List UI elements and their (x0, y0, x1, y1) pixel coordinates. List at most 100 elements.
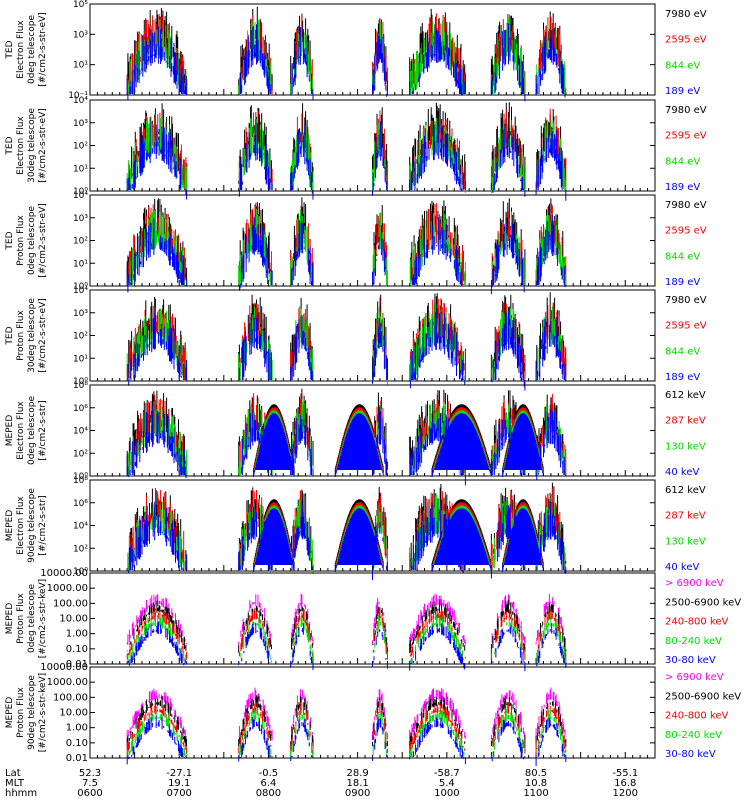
y-axis-label-line: [#/cm2-s-str-keV] (38, 579, 48, 658)
flux-traces (127, 482, 567, 581)
panel-4: 10⁰ 10¹ 10² 10³ 10⁴ TED Proton Flux 30deg teles… (5, 286, 707, 391)
trace-4 (126, 405, 565, 486)
y-axis-label-line: [#/cm2-s-str] (38, 400, 48, 460)
lat-value: -27.1 (166, 768, 192, 779)
legend-entry: 80-240 keV (665, 636, 722, 647)
y-tick-label: 10¹ (73, 164, 88, 174)
y-tick-label: 10⁰ (73, 472, 88, 482)
lat-value: -58.7 (434, 768, 460, 779)
legend-entry: 844 eV (665, 156, 700, 167)
y-axis-label-line: TED (5, 231, 15, 250)
y-axis-label-line: 0deg telescope (27, 584, 37, 654)
y-tick-label: 10⁸ (73, 476, 88, 486)
y-tick-label: 10¹ (73, 259, 88, 269)
legend-entry: 30-80 keV (665, 749, 716, 760)
y-axis-label-line: TED (5, 326, 15, 345)
trace-3 (126, 607, 567, 661)
y-axis-label-line: [#/cm2-s-str-eV] (38, 12, 48, 87)
trace-4 (126, 215, 566, 295)
y-axis-label-line: 30deg telescope (27, 108, 37, 183)
y-axis-label-line: Electron Flux (16, 401, 26, 460)
y-tick-label: 10² (73, 142, 88, 152)
y-tick-label: 10⁴ (73, 191, 88, 201)
y-axis-label-line: Proton Flux (16, 687, 26, 738)
legend-entry: 612 keV (665, 485, 706, 496)
y-axis-label-line: TED (5, 40, 15, 59)
lat-value: -0.5 (259, 768, 279, 779)
flux-traces (126, 102, 567, 201)
legend-entry: 612 keV (665, 390, 706, 401)
y-tick-label: 10² (73, 449, 88, 459)
flux-traces (126, 6, 567, 102)
mlt-value: 19.1 (168, 778, 190, 789)
y-tick-label: 1.00 (66, 629, 88, 640)
y-tick-label: 10⁸ (73, 381, 88, 391)
lat-value: -55.1 (612, 768, 638, 779)
y-tick-label: 10³ (73, 309, 88, 319)
y-axis-label-line: 90deg telescope (27, 488, 37, 563)
legend-entry: 240-800 keV (665, 711, 729, 722)
y-tick-label: 10⁻¹ (68, 91, 88, 101)
panel-7: 0.01 0.10 1.00 10.00 100.00 1000.00 10000.00 ME… (5, 568, 741, 672)
y-axis-label-line: MEPED (5, 510, 15, 542)
legend-entry: 189 eV (665, 182, 700, 193)
legend-entry: 130 keV (665, 441, 706, 452)
y-axis-label-line: MEPED (5, 697, 15, 729)
legend-entry: 7980 eV (665, 200, 707, 211)
legend-entry: 189 eV (665, 86, 700, 97)
legend-entry: 7980 eV (665, 105, 707, 116)
trace-2 (126, 202, 567, 285)
y-axis-label-line: [#/cm2-s-str-eV] (38, 298, 48, 373)
mlt-value: 10.8 (525, 778, 547, 789)
y-tick-label: 10.00 (59, 614, 88, 625)
legend-entry: 287 keV (665, 511, 706, 522)
y-tick-label: 100.00 (53, 692, 88, 703)
flux-traces (126, 687, 567, 766)
y-tick-label: 10⁰ (73, 187, 88, 197)
legend-entry: 2500-6900 keV (665, 597, 741, 608)
y-axis-label-line: Electron Flux (16, 116, 26, 175)
trace-4 (127, 614, 567, 665)
mlt-value: 7.5 (82, 778, 98, 789)
legend-entry: 844 eV (665, 251, 700, 262)
legend-entry: 844 eV (665, 60, 700, 71)
legend-entry: 844 eV (665, 346, 700, 357)
legend-entry: 7980 eV (665, 9, 707, 20)
y-axis-label-line: 90deg telescope (27, 675, 37, 750)
legend-entry: > 6900 keV (665, 672, 724, 683)
hhmm-value: 0800 (256, 788, 281, 799)
y-tick-label: 10⁴ (73, 427, 88, 437)
y-axis-label-line: 0deg telescope (27, 15, 37, 85)
panel-3: 10⁰ 10¹ 10² 10³ 10⁴ TED Proton Flux 0deg telesc… (5, 191, 707, 295)
y-axis-label-line: TED (5, 136, 15, 155)
flux-traces (126, 197, 567, 295)
y-tick-label: 10¹ (73, 61, 88, 71)
panel-1: 10⁻¹ 10¹ 10³ 10⁵ TED Electron Flux 0deg telesc… (5, 0, 707, 102)
y-tick-label: 10⁴ (73, 286, 88, 296)
y-axis-label-line: [#/cm2-s-str-eV] (38, 203, 48, 278)
flux-traces (126, 388, 567, 486)
y-tick-label: 10⁴ (73, 96, 88, 106)
legend-entry: 189 eV (665, 372, 700, 383)
legend-entry: 2500-6900 keV (665, 691, 741, 702)
y-tick-label: 0.01 (66, 659, 88, 670)
trace-4 (126, 23, 566, 102)
mlt-value: 5.4 (439, 778, 455, 789)
legend-entry: 287 keV (665, 416, 706, 427)
legend-entry: 2595 eV (665, 35, 707, 46)
hhmm-value: 1000 (434, 788, 459, 799)
y-axis-label-line: [#/cm2-s-str-eV] (38, 108, 48, 183)
y-tick-label: 0.10 (66, 738, 88, 749)
axis-row-label-hhmm: hhmm (5, 788, 37, 799)
hhmm-value: 0700 (166, 788, 191, 799)
lat-value: 80.5 (525, 768, 547, 779)
y-axis-label-line: MEPED (5, 415, 15, 447)
y-tick-label: 10000.00 (40, 662, 88, 673)
y-tick-label: 1.00 (66, 723, 88, 734)
y-axis-label-line: [#/cm2-s-str-keV] (38, 673, 48, 752)
panel-2: 10⁰ 10¹ 10² 10³ 10⁴ TED Electron Flux 30deg tel… (5, 96, 707, 201)
y-tick-label: 10⁰ (73, 377, 88, 387)
